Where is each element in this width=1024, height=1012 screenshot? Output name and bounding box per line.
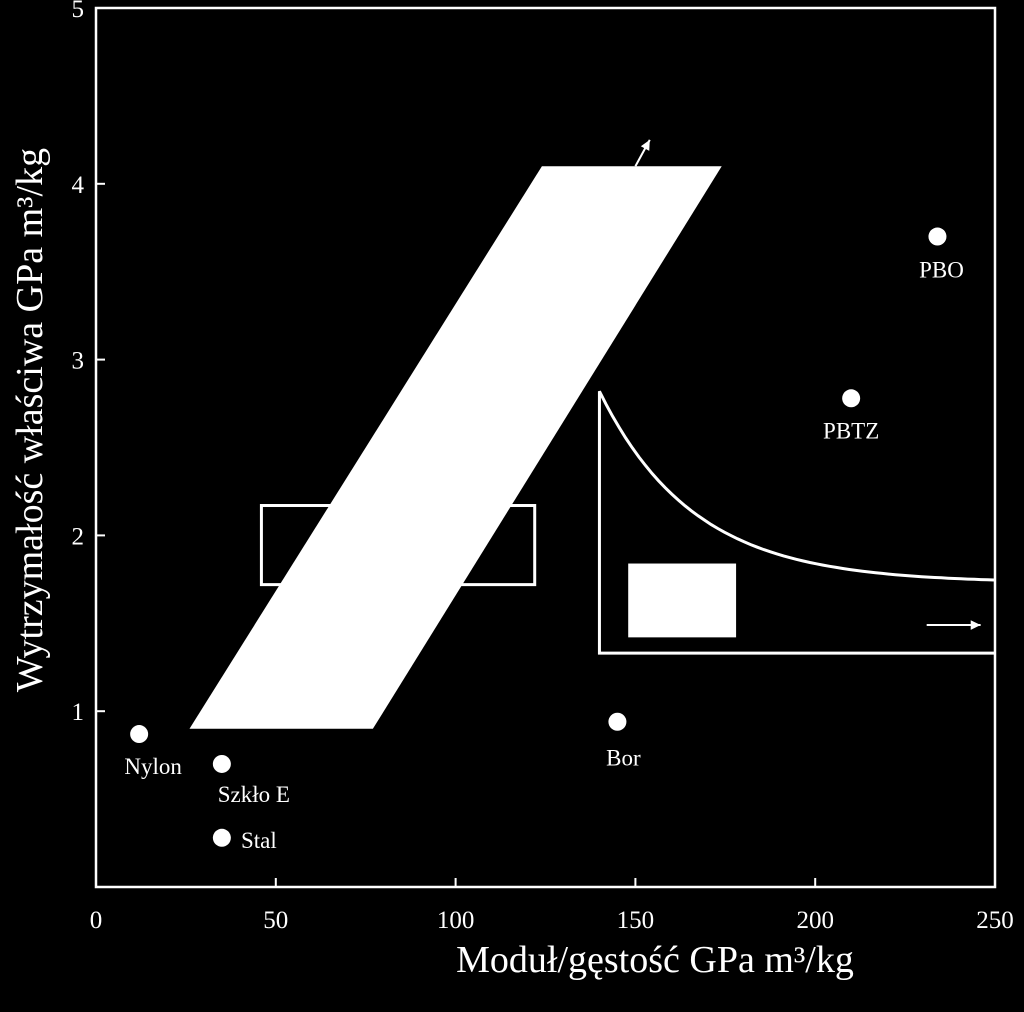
point-label: Stal <box>241 828 277 853</box>
filled-rect-region <box>628 563 737 638</box>
point-label: PBO <box>919 258 964 283</box>
regions <box>189 166 995 729</box>
y-tick-label: 3 <box>72 348 85 375</box>
data-point <box>130 725 149 744</box>
x-tick-label: 250 <box>976 907 1014 934</box>
arrows <box>634 139 981 630</box>
y-axis-title: Wytrzymałość właściwa GPa m³/kg <box>9 148 51 692</box>
x-axis-title: Moduł/gęstość GPa m³/kg <box>456 939 854 981</box>
y-tick-label: 5 <box>72 0 85 23</box>
y-tick-label: 4 <box>72 172 85 199</box>
point-label: Szkło E <box>218 782 290 807</box>
y-tick-label: 1 <box>72 699 85 726</box>
y-tick-label: 2 <box>72 523 85 550</box>
curved-region-outline <box>597 390 995 655</box>
data-point <box>928 227 947 246</box>
point-label: Bor <box>606 746 641 771</box>
fiber-region-band <box>189 166 722 729</box>
arrow-head <box>640 139 650 151</box>
point-label: PBTZ <box>823 418 879 443</box>
y-axis-ticks: 1 2 3 4 5 <box>72 0 105 726</box>
x-tick-label: 150 <box>617 907 655 934</box>
x-tick-label: 200 <box>796 907 834 934</box>
data-point <box>212 828 231 847</box>
arrow-head <box>970 620 981 630</box>
x-axis-ticks: 0 50 100 150 200 250 <box>90 878 1014 934</box>
plot-frame <box>94 6 997 889</box>
x-tick-label: 50 <box>263 907 288 934</box>
point-label: Nylon <box>124 754 182 779</box>
x-tick-label: 100 <box>437 907 475 934</box>
data-point <box>212 754 231 773</box>
outlined-rect-region <box>259 504 537 587</box>
data-points: Nylon Szkło E Stal Bor PBTZ PBO <box>124 227 964 853</box>
data-point <box>608 712 627 731</box>
x-tick-label: 0 <box>90 907 103 934</box>
data-point <box>842 389 861 408</box>
